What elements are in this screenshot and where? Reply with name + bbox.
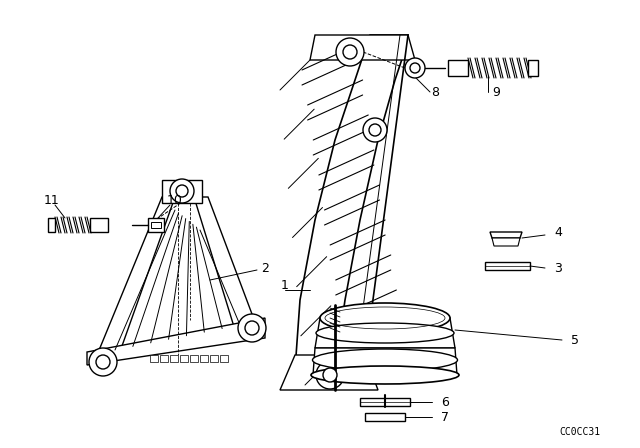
Text: 3: 3	[554, 262, 562, 275]
Ellipse shape	[312, 349, 458, 371]
Polygon shape	[180, 355, 188, 362]
Polygon shape	[190, 355, 198, 362]
Polygon shape	[295, 35, 408, 370]
Polygon shape	[280, 355, 378, 390]
Polygon shape	[148, 218, 164, 232]
Polygon shape	[315, 318, 455, 348]
Circle shape	[245, 321, 259, 335]
Text: 9: 9	[492, 86, 500, 99]
Text: 11: 11	[44, 194, 60, 207]
Text: CC0CC31: CC0CC31	[559, 427, 600, 437]
Circle shape	[369, 124, 381, 136]
Text: 8: 8	[431, 86, 439, 99]
Polygon shape	[200, 355, 208, 362]
Polygon shape	[360, 398, 410, 406]
Polygon shape	[95, 197, 175, 360]
Polygon shape	[162, 180, 202, 203]
Circle shape	[176, 185, 188, 197]
Polygon shape	[485, 262, 530, 270]
Polygon shape	[492, 238, 520, 246]
Text: 2: 2	[261, 262, 269, 275]
Circle shape	[323, 368, 337, 382]
Text: 6: 6	[441, 396, 449, 409]
Text: 4: 4	[554, 225, 562, 238]
Circle shape	[343, 45, 357, 59]
Polygon shape	[150, 355, 158, 362]
Circle shape	[336, 38, 364, 66]
Polygon shape	[365, 413, 405, 421]
Polygon shape	[151, 222, 161, 228]
Circle shape	[405, 58, 425, 78]
Circle shape	[363, 118, 387, 142]
Circle shape	[89, 348, 117, 376]
Polygon shape	[48, 218, 55, 232]
Polygon shape	[490, 232, 522, 238]
Polygon shape	[170, 355, 178, 362]
Polygon shape	[313, 348, 457, 375]
Ellipse shape	[316, 323, 454, 343]
Text: 1: 1	[281, 279, 289, 292]
Polygon shape	[210, 355, 218, 362]
Text: 10: 10	[167, 194, 183, 207]
Circle shape	[316, 361, 344, 389]
Polygon shape	[87, 318, 265, 365]
Polygon shape	[95, 185, 250, 360]
Ellipse shape	[311, 366, 459, 384]
Text: 7: 7	[441, 410, 449, 423]
Polygon shape	[194, 197, 258, 330]
Polygon shape	[448, 60, 468, 76]
Ellipse shape	[320, 303, 450, 333]
Circle shape	[410, 63, 420, 73]
Polygon shape	[90, 218, 108, 232]
Polygon shape	[528, 60, 538, 76]
Circle shape	[238, 314, 266, 342]
Circle shape	[96, 355, 110, 369]
Text: 5: 5	[571, 333, 579, 346]
Polygon shape	[160, 355, 168, 362]
Circle shape	[170, 179, 194, 203]
Polygon shape	[310, 35, 415, 60]
Polygon shape	[220, 355, 228, 362]
